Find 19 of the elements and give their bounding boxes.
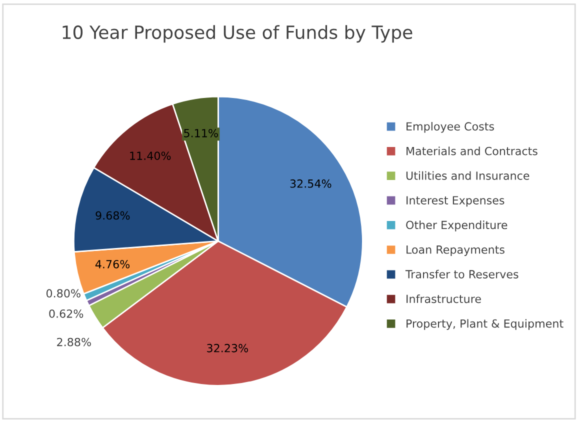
legend-label: Interest Expenses — [406, 196, 504, 207]
data-label: 0.80% — [46, 289, 80, 298]
data-label: 2.88% — [57, 338, 91, 346]
legend-label: Employee Costs — [406, 122, 494, 133]
data-label: 5.11% — [184, 128, 218, 138]
data-label: 32.23% — [207, 344, 248, 352]
data-label: 4.76% — [95, 260, 130, 268]
data-label: 0.62% — [49, 309, 84, 318]
data-label: 32.54% — [290, 179, 332, 188]
data-label: 9.68% — [96, 211, 130, 220]
legend-label: Materials and Contracts — [406, 146, 538, 156]
legend-label: Other Expenditure — [406, 220, 508, 232]
legend-label: Transfer to Reserves — [405, 270, 518, 278]
data-label: 11.40% — [130, 152, 171, 160]
legend-label: Utilities and Insurance — [406, 171, 530, 180]
legend-label: Loan Repayments — [406, 246, 504, 256]
legend-label: Infrastructure — [406, 294, 481, 304]
chart-title: 10 Year Proposed Use of Funds by Type — [62, 25, 412, 43]
legend-label: Property, Plant & Equipment — [406, 319, 564, 330]
